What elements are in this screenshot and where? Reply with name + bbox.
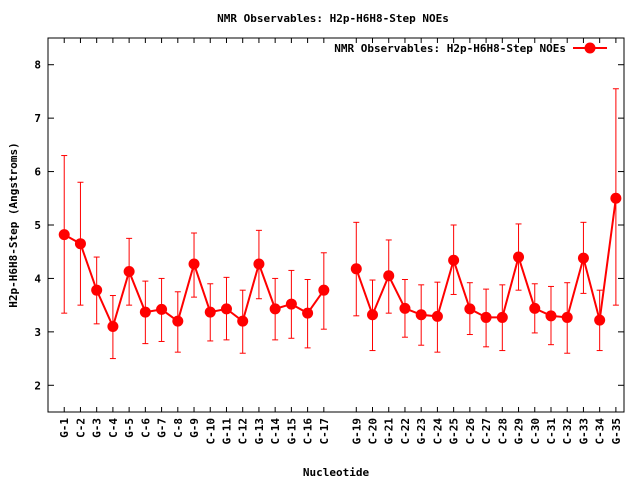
- x-tick-label: C-30: [529, 418, 542, 445]
- data-point: [91, 284, 103, 296]
- data-point: [318, 284, 330, 296]
- y-axis: 2 3 4 5 6 7 8: [34, 59, 624, 392]
- data-point: [415, 309, 427, 321]
- x-tick-label: C-28: [496, 418, 509, 445]
- data-point: [188, 258, 200, 270]
- x-tick-label: C-6: [139, 418, 152, 438]
- data-series: [58, 192, 622, 333]
- y-tick-label: 8: [34, 59, 41, 72]
- x-tick-label: G-21: [383, 418, 396, 445]
- legend-marker-swatch: [584, 42, 596, 54]
- data-point: [399, 302, 411, 314]
- data-point: [431, 310, 443, 322]
- x-tick-label: G-13: [253, 418, 266, 445]
- data-point: [561, 311, 573, 323]
- x-tick-label: C-4: [107, 418, 120, 438]
- chart-title: NMR Observables: H2p-H6H8-Step NOEs: [217, 12, 449, 25]
- x-tick-label: G-1: [58, 418, 71, 438]
- data-point: [594, 314, 606, 326]
- data-point: [464, 303, 476, 315]
- legend: NMR Observables: H2p-H6H8-Step NOEs: [334, 42, 607, 55]
- x-tick-label: C-17: [318, 418, 331, 445]
- x-tick-label: G-35: [610, 418, 623, 445]
- x-tick-label: G-23: [415, 418, 428, 445]
- x-tick-label: G-19: [350, 418, 363, 445]
- data-point: [123, 265, 135, 277]
- x-tick-label: G-9: [188, 418, 201, 438]
- data-point: [156, 303, 168, 315]
- data-point: [529, 302, 541, 314]
- data-point: [610, 192, 622, 204]
- y-tick-label: 6: [34, 166, 41, 179]
- x-tick-label: C-27: [480, 418, 493, 445]
- data-point: [204, 306, 216, 318]
- x-tick-label: C-8: [172, 418, 185, 438]
- data-point: [367, 309, 379, 321]
- data-point: [285, 298, 297, 310]
- data-point: [513, 251, 525, 263]
- data-point: [448, 254, 460, 266]
- data-point: [237, 315, 249, 327]
- x-tick-label: C-2: [74, 418, 87, 438]
- data-point: [107, 321, 119, 333]
- data-point: [577, 252, 589, 264]
- data-point: [269, 303, 281, 315]
- data-point: [172, 315, 184, 327]
- x-axis: G-1 C-2 G-3 C-4 G-5 C-6 G-7 C-8 G-9 C-10 G-11 C-12 G…: [58, 38, 623, 445]
- x-tick-label: G-15: [285, 418, 298, 445]
- error-bars: [61, 88, 619, 360]
- data-point: [139, 306, 151, 318]
- x-tick-label: C-10: [204, 418, 217, 445]
- y-tick-label: 7: [34, 112, 41, 125]
- legend-label: NMR Observables: H2p-H6H8-Step NOEs: [334, 42, 566, 55]
- x-tick-label: G-25: [448, 418, 461, 445]
- x-tick-label: C-26: [464, 418, 477, 445]
- y-tick-label: 3: [34, 326, 41, 339]
- data-point: [74, 238, 86, 250]
- data-point: [58, 229, 70, 241]
- data-point: [383, 270, 395, 282]
- y-tick-label: 2: [34, 379, 41, 392]
- x-axis-label: Nucleotide: [303, 466, 370, 479]
- data-point: [350, 263, 362, 275]
- x-tick-label: C-24: [431, 418, 444, 445]
- x-tick-label: G-33: [577, 418, 590, 445]
- x-tick-label: C-31: [545, 418, 558, 445]
- x-tick-label: C-16: [302, 418, 315, 445]
- x-tick-label: C-34: [594, 418, 607, 445]
- plot-frame: [47, 37, 625, 413]
- data-point: [480, 311, 492, 323]
- data-point: [220, 303, 232, 315]
- x-tick-label: C-12: [237, 418, 250, 445]
- data-point: [496, 311, 508, 323]
- y-tick-label: 4: [34, 272, 41, 285]
- x-tick-label: G-7: [156, 418, 169, 438]
- x-tick-label: G-5: [123, 418, 136, 438]
- x-tick-label: C-32: [561, 418, 574, 445]
- y-axis-label: H2p-H6H8-Step (Angstroms): [7, 142, 20, 308]
- x-tick-label: G-29: [513, 418, 526, 445]
- data-point: [253, 258, 265, 270]
- data-point: [545, 310, 557, 322]
- y-tick-label: 5: [34, 219, 41, 232]
- x-tick-label: C-20: [367, 418, 380, 445]
- x-tick-label: C-14: [269, 418, 282, 445]
- x-tick-label: G-3: [91, 418, 104, 438]
- x-tick-label: C-22: [399, 418, 412, 445]
- data-point: [302, 307, 314, 319]
- x-tick-label: G-11: [220, 418, 233, 445]
